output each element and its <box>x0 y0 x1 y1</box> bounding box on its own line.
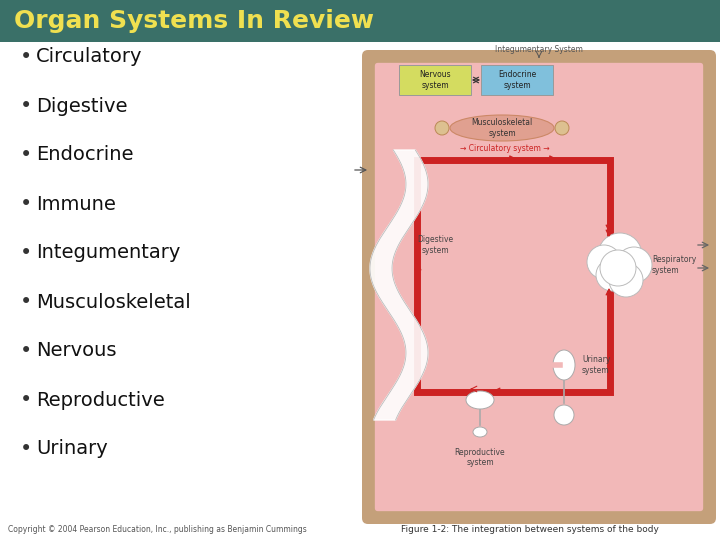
Text: Integumentary System: Integumentary System <box>495 45 583 54</box>
Text: Reproductive
system: Reproductive system <box>455 448 505 468</box>
Ellipse shape <box>473 427 487 437</box>
FancyBboxPatch shape <box>399 65 471 95</box>
Text: Digestive
system: Digestive system <box>417 235 453 255</box>
Circle shape <box>596 259 628 291</box>
Text: •: • <box>20 243 32 263</box>
FancyBboxPatch shape <box>374 62 704 512</box>
Text: •: • <box>20 341 32 361</box>
Text: Organ Systems In Review: Organ Systems In Review <box>14 9 374 33</box>
Text: Digestive: Digestive <box>36 97 127 116</box>
Text: Nervous
system: Nervous system <box>419 70 451 90</box>
Text: •: • <box>20 292 32 312</box>
Circle shape <box>554 405 574 425</box>
Text: → Circulatory system →: → Circulatory system → <box>460 144 550 153</box>
FancyBboxPatch shape <box>362 50 716 524</box>
Text: Urinary: Urinary <box>36 440 108 458</box>
Text: Nervous: Nervous <box>36 341 117 361</box>
Circle shape <box>600 250 636 286</box>
Circle shape <box>609 263 643 297</box>
Text: Immune: Immune <box>36 194 116 213</box>
Text: Figure 1-2: The integration between systems of the body: Figure 1-2: The integration between syst… <box>401 525 659 534</box>
Ellipse shape <box>435 121 449 135</box>
Text: •: • <box>20 194 32 214</box>
Ellipse shape <box>466 391 494 409</box>
Text: •: • <box>20 439 32 459</box>
Text: Musculoskeletal: Musculoskeletal <box>36 293 191 312</box>
FancyBboxPatch shape <box>481 65 553 95</box>
Text: Integumentary: Integumentary <box>36 244 181 262</box>
Text: •: • <box>20 47 32 67</box>
Polygon shape <box>370 150 428 420</box>
Text: Circulatory: Circulatory <box>36 48 143 66</box>
Text: •: • <box>20 390 32 410</box>
Text: Respiratory
system: Respiratory system <box>652 255 696 275</box>
Ellipse shape <box>555 121 569 135</box>
Ellipse shape <box>553 350 575 380</box>
Circle shape <box>598 233 642 277</box>
Ellipse shape <box>450 115 554 141</box>
Text: Urinary
system: Urinary system <box>582 355 611 375</box>
Text: Musculoskeletal
system: Musculoskeletal system <box>472 118 533 138</box>
Bar <box>0 0 720 42</box>
Text: Endocrine
system: Endocrine system <box>498 70 536 90</box>
Circle shape <box>616 247 652 283</box>
Text: •: • <box>20 96 32 116</box>
Circle shape <box>587 245 621 279</box>
Text: Endocrine: Endocrine <box>36 145 133 165</box>
Text: Reproductive: Reproductive <box>36 390 165 409</box>
Text: •: • <box>20 145 32 165</box>
Text: Copyright © 2004 Pearson Education, Inc., publishing as Benjamin Cummings: Copyright © 2004 Pearson Education, Inc.… <box>8 525 307 534</box>
